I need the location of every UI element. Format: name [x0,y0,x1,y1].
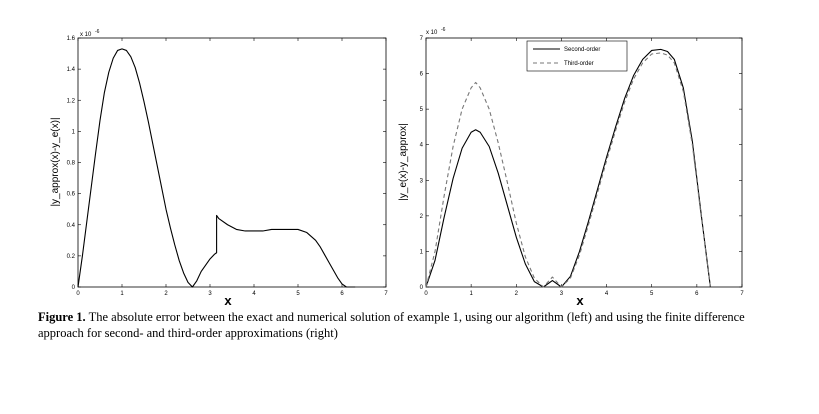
left-y-tick-label: 1.6 [67,36,76,42]
right-series [425,48,711,288]
left-x-tick-label: 5 [296,291,300,297]
left-series-line-error [77,48,356,288]
chart-left: 0 1 2 3 4 5 6 700.20.40.60.811.21.41.6 x 10 -6 … [50,29,388,308]
right-y-tick-label: 6 [420,72,424,78]
left-y-tick-label: 0 [72,285,76,291]
right-y-tick-label: 7 [420,36,424,42]
left-x-tick-label: 2 [164,291,168,297]
left-x-tick-label: 6 [340,291,344,297]
left-exponent: x 10 [80,32,92,38]
right-y-tick-label: 3 [420,178,424,184]
left-y-tick-label: 1 [72,129,76,135]
left-x-tick-label: 0 [76,291,80,297]
right-x-tick-label: 2 [515,291,519,297]
right-exponent-power: -6 [441,27,446,33]
figure-label: Figure 1. [38,310,86,324]
right-y-tick-label: 5 [420,107,424,113]
right-x-tick-label: 5 [650,291,654,297]
plot-area-left [77,37,387,288]
right-y-tick-label: 0 [420,285,424,291]
right-y-tick-label: 2 [420,214,424,220]
right-series-line-third-order [425,52,711,288]
right-x-tick-label: 3 [560,291,564,297]
right-ticks: 0 1 2 3 4 5 6 7 0 1 2 3 4 5 6 7 [420,36,745,297]
figure-caption: Figure 1. The absolute error between the… [38,309,778,341]
left-y-tick-label: 0.6 [67,192,76,198]
left-ticks: 0 1 2 3 4 5 6 7 0 0.2 0.4 0.6 0.8 1 1.2 1.4 1.6 [67,36,389,297]
left-y-axis-label: |y_approx(x)-y_e(x)| [50,117,61,206]
left-x-tick-label: 4 [252,291,256,297]
caption-text: The absolute error between the exact and… [38,310,745,340]
left-x-tick-label: 3 [208,291,212,297]
legend: Second-order Third-order [526,40,628,72]
right-x-tick-label: 6 [695,291,699,297]
right-y-axis-label: |y_e(x)-y_approx| [398,123,409,200]
right-x-tick-label: 1 [469,291,473,297]
left-y-tick-label: 0.2 [67,254,76,260]
chart-right: 0 1 2 3 4 5 6 7 0 1 2 3 4 5 6 7 x 10 -6 x |y_e(x)-y_app… [398,27,744,308]
left-y-tick-label: 0.4 [67,223,76,229]
left-y-tick-label: 0.8 [67,161,76,167]
right-y-tick-label: 4 [420,143,424,149]
right-y-tick-label: 1 [420,249,424,255]
left-series [77,48,356,288]
legend-label-second-order: Second-order [564,47,600,53]
right-x-tick-label: 7 [740,291,744,297]
legend-label-third-order: Third-order [564,61,594,67]
legend-box [526,40,628,72]
left-x-axis-label: x [224,293,232,308]
right-x-axis-label: x [576,293,584,308]
right-x-tick-label: 0 [424,291,428,297]
left-exponent-power: -6 [95,29,100,35]
left-x-tick-label: 1 [120,291,124,297]
right-series-line-second-order [425,48,711,288]
left-y-tick-label: 1.2 [67,98,76,104]
right-exponent: x 10 [426,30,438,36]
right-x-tick-label: 4 [605,291,609,297]
plot-area-right [425,37,743,288]
left-x-tick-label: 7 [384,291,388,297]
left-y-tick-label: 1.4 [67,67,76,73]
